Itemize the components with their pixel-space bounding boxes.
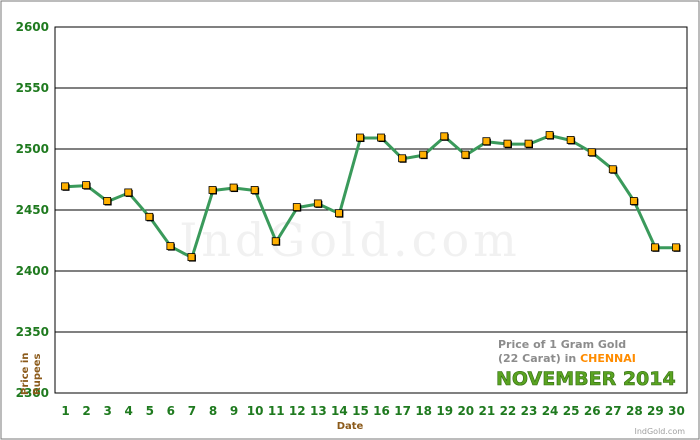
x-tick-label: 23 — [521, 404, 538, 418]
x-tick-label: 17 — [394, 404, 411, 418]
data-point-day-1 — [61, 182, 69, 191]
x-tick-label: 9 — [230, 404, 238, 418]
x-tick-label: 13 — [310, 404, 327, 418]
legend-carat-text: (22 Carat) in — [498, 352, 580, 365]
series-price — [61, 131, 681, 262]
y-tick-label: 2600 — [16, 20, 49, 34]
legend-city: CHENNAI — [580, 352, 636, 365]
y-axis-title: Price in Rupees — [20, 353, 43, 395]
y-tick-label: 2450 — [16, 203, 49, 217]
x-tick-label: 8 — [209, 404, 217, 418]
data-point-day-21 — [482, 137, 491, 146]
data-point-day-8 — [208, 186, 217, 194]
watermark-text: IndGold.com — [179, 213, 521, 267]
x-tick-label: 26 — [584, 404, 601, 418]
data-point-day-19 — [440, 132, 449, 141]
data-point-day-5 — [145, 212, 154, 221]
watermark: IndGold.com — [179, 213, 521, 267]
x-tick-label: 21 — [479, 404, 496, 418]
y-axis-title-line-2: Rupees — [32, 353, 43, 395]
x-tick-label: 29 — [647, 404, 664, 418]
x-tick-label: 30 — [668, 404, 685, 418]
y-tick-label: 2500 — [16, 142, 49, 156]
data-point-day-27 — [608, 165, 617, 174]
y-axis-title-line-1: Price in — [20, 353, 31, 395]
data-point-day-30 — [672, 243, 680, 252]
x-tick-label: 10 — [247, 404, 264, 418]
x-tick-label: 19 — [436, 404, 453, 418]
x-tick-label: 27 — [605, 404, 622, 418]
data-point-day-22 — [503, 139, 512, 148]
plot-area-frame — [54, 26, 688, 394]
y-tick-label: 2350 — [16, 325, 49, 339]
x-tick-label: 20 — [457, 404, 474, 418]
data-point-day-26 — [587, 148, 596, 157]
data-point-day-25 — [566, 136, 575, 144]
data-point-day-20 — [461, 150, 470, 159]
x-axis-ticks: 1 2 3 4 5 6 7 8 9 10 11 12 13 14 15 16 17 18 19 20 21 22 23 24 2… — [61, 404, 684, 418]
x-tick-label: 25 — [563, 404, 580, 418]
x-tick-label: 11 — [268, 404, 285, 418]
data-point-day-23 — [524, 139, 533, 148]
x-tick-label: 22 — [500, 404, 517, 418]
credit-text: IndGold.com — [634, 427, 685, 436]
legend-box: Price of 1 Gram Gold (22 Carat) in CHENN… — [496, 338, 676, 390]
x-tick-label: 15 — [352, 404, 369, 418]
x-tick-label: 14 — [331, 404, 348, 418]
data-point-day-14 — [334, 209, 343, 218]
y-axis-ticks: 2300 2350 2400 2450 2500 2550 2600 — [16, 20, 49, 400]
x-tick-label: 5 — [146, 404, 154, 418]
y-tick-label: 2300 — [16, 386, 49, 400]
data-point-day-29 — [651, 243, 659, 252]
data-point-day-17 — [398, 154, 407, 163]
legend-month: NOVEMBER 2014 — [496, 368, 676, 390]
data-point-day-11 — [271, 237, 280, 246]
data-point-day-12 — [292, 203, 301, 211]
legend-title-line-1: Price of 1 Gram Gold — [498, 338, 626, 351]
data-point-day-15 — [356, 133, 364, 142]
x-tick-label: 28 — [626, 404, 643, 418]
data-point-day-3 — [103, 197, 112, 205]
x-tick-label: 24 — [542, 404, 559, 418]
data-point-day-6 — [166, 242, 175, 251]
gridlines — [55, 87, 687, 333]
x-tick-label: 1 — [61, 404, 69, 418]
legend-title-line-2: (22 Carat) in CHENNAI — [498, 352, 636, 365]
data-point-day-13 — [313, 199, 322, 208]
data-point-day-18 — [419, 150, 428, 159]
data-point-day-7 — [187, 253, 196, 261]
data-point-day-28 — [629, 197, 638, 205]
data-point-day-16 — [377, 133, 385, 142]
data-point-day-2 — [82, 181, 90, 190]
x-tick-label: 2 — [82, 404, 90, 418]
y-tick-label: 2400 — [16, 264, 49, 278]
x-axis-title: Date — [337, 421, 364, 432]
y-tick-label: 2550 — [16, 81, 49, 95]
x-tick-label: 6 — [167, 404, 175, 418]
data-point-day-4 — [124, 188, 133, 197]
data-point-day-10 — [250, 186, 259, 194]
x-tick-label: 16 — [373, 404, 390, 418]
x-tick-label: 18 — [415, 404, 432, 418]
x-tick-label: 12 — [289, 404, 306, 418]
data-point-day-9 — [229, 183, 238, 192]
x-tick-label: 4 — [125, 404, 133, 418]
x-tick-label: 7 — [188, 404, 196, 418]
x-tick-label: 3 — [103, 404, 111, 418]
data-point-day-24 — [545, 131, 554, 139]
